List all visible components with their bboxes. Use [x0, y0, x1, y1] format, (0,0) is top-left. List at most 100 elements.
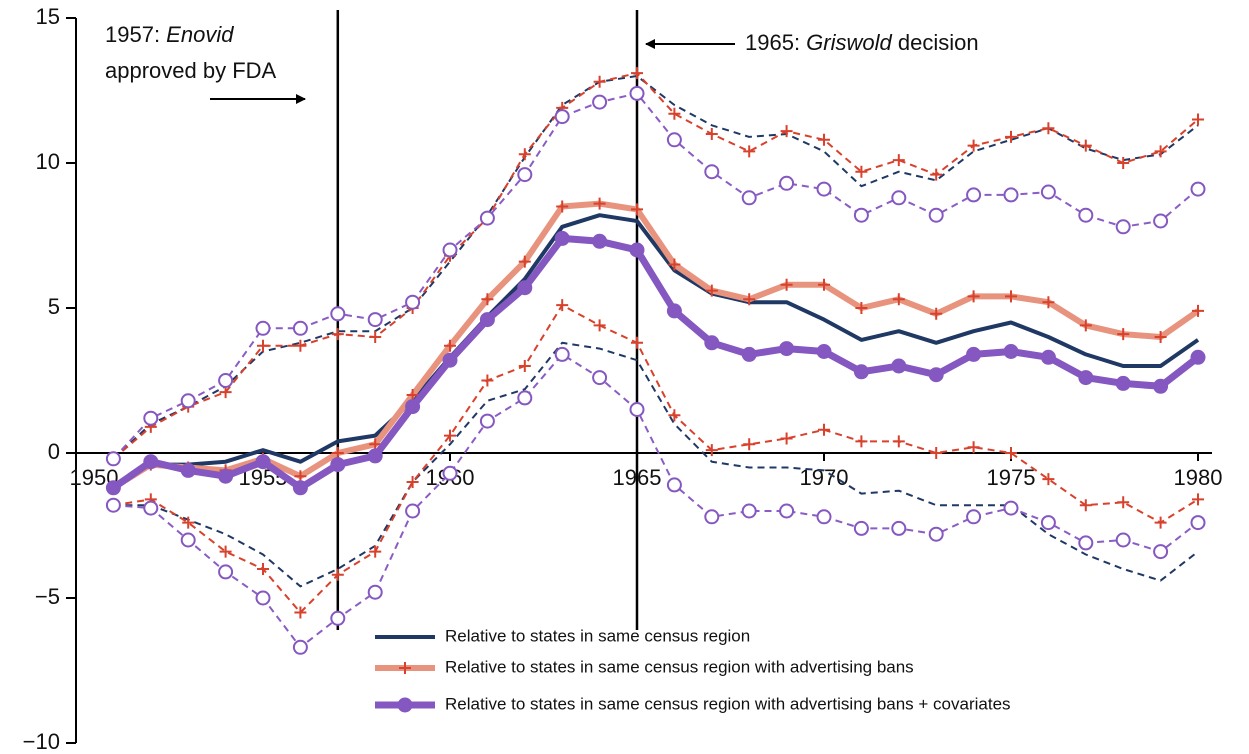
- point: [592, 370, 608, 386]
- annotation-text: approved by FDA: [105, 58, 277, 83]
- point: [1190, 181, 1206, 197]
- point: [743, 293, 756, 306]
- point: [405, 399, 421, 415]
- point: [1153, 378, 1169, 394]
- point: [592, 94, 608, 110]
- point: [294, 470, 307, 483]
- series-line: [112, 213, 1200, 490]
- point: [218, 468, 234, 484]
- point: [855, 302, 868, 314]
- point: [405, 503, 421, 519]
- legend-label: Relative to states in same census region…: [445, 657, 914, 676]
- point: [1003, 344, 1019, 359]
- point: [1117, 157, 1130, 169]
- point: [517, 167, 533, 183]
- point: [1042, 473, 1055, 486]
- point: [930, 168, 943, 181]
- point: [1005, 447, 1017, 459]
- point: [105, 497, 121, 513]
- point: [668, 107, 681, 120]
- point: [743, 438, 756, 451]
- annotation: 1965: Griswold decision: [745, 30, 979, 55]
- point: [853, 207, 869, 223]
- point: [219, 545, 232, 558]
- point: [1003, 187, 1019, 203]
- annotations: 1957: Enovid approved by FDA 1965: Grisw…: [105, 22, 979, 104]
- point: [1005, 130, 1017, 143]
- point: [1040, 349, 1056, 365]
- legend-label: Relative to states in same census region…: [445, 694, 1011, 713]
- y-tick-label: 0: [48, 439, 60, 464]
- point: [369, 438, 382, 451]
- point: [406, 476, 419, 488]
- point: [1040, 515, 1056, 531]
- point: [556, 299, 569, 312]
- point: [292, 639, 308, 655]
- point: [705, 444, 718, 457]
- point: [1154, 331, 1167, 343]
- point: [143, 410, 159, 426]
- point: [294, 339, 307, 352]
- point: [257, 563, 269, 575]
- point: [704, 509, 720, 525]
- point: [442, 465, 458, 481]
- ci-line: [112, 75, 1199, 460]
- point: [967, 441, 980, 454]
- point: [479, 312, 495, 328]
- point: [554, 109, 570, 125]
- point: [255, 590, 271, 606]
- point: [741, 503, 757, 519]
- point: [406, 389, 419, 401]
- point: [592, 233, 608, 249]
- plot: [105, 67, 1206, 655]
- point: [554, 346, 570, 362]
- point: [517, 280, 533, 296]
- point: [292, 320, 308, 336]
- point: [853, 364, 869, 380]
- point: [593, 197, 606, 210]
- point: [891, 190, 907, 206]
- point: [1192, 304, 1204, 317]
- legend-label: Relative to states in same census region: [445, 626, 750, 645]
- x-tick-label: 1980: [1174, 465, 1223, 490]
- point: [704, 164, 720, 180]
- point: [1115, 219, 1131, 235]
- point: [182, 516, 195, 529]
- point: [930, 307, 943, 320]
- y-tick-label: −5: [35, 584, 60, 609]
- point: [367, 448, 383, 464]
- point: [1078, 535, 1094, 551]
- point: [891, 358, 907, 374]
- point: [1190, 515, 1206, 531]
- annotation-text: 1957:: [105, 22, 166, 47]
- point: [331, 328, 344, 341]
- point: [218, 564, 234, 580]
- point: [631, 67, 643, 80]
- point: [255, 454, 271, 470]
- point: [105, 451, 121, 467]
- annotation-text: Enovid: [166, 22, 234, 47]
- annotation: 1957: Enovid: [105, 22, 234, 47]
- point: [668, 409, 681, 422]
- point: [1115, 375, 1131, 391]
- point: [928, 207, 944, 223]
- point: [930, 447, 943, 459]
- point: [1192, 493, 1204, 506]
- annotation: approved by FDA: [105, 58, 277, 83]
- point: [780, 125, 793, 138]
- point: [816, 509, 832, 525]
- point: [818, 278, 830, 291]
- point: [143, 454, 159, 470]
- legend-marker: [397, 697, 413, 713]
- point: [816, 344, 832, 359]
- point: [966, 509, 982, 525]
- legend-marker: [399, 662, 411, 674]
- point: [1079, 139, 1092, 152]
- point: [705, 284, 718, 297]
- point: [780, 432, 793, 445]
- point: [928, 367, 944, 383]
- point: [442, 352, 458, 368]
- y-tick-label: 10: [36, 149, 60, 174]
- point: [331, 568, 344, 581]
